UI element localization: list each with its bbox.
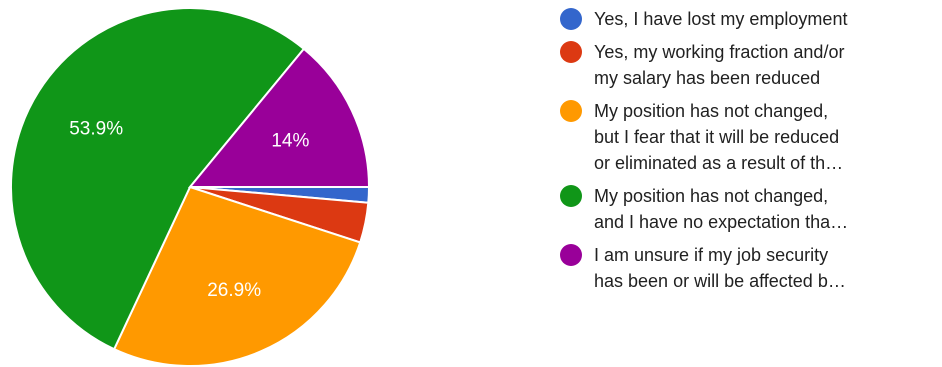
legend-label: Yes, I have lost my employment xyxy=(594,6,847,32)
legend-item[interactable]: My position has not changed, but I fear t… xyxy=(560,98,940,176)
pie-slice xyxy=(187,47,371,188)
legend-label-line: has been or will be affected b… xyxy=(594,271,846,291)
legend-swatch xyxy=(560,41,582,63)
legend-label: My position has not changed, but I fear t… xyxy=(594,98,843,176)
legend-item[interactable]: Yes, my working fraction and/or my salary… xyxy=(560,39,940,91)
slice-percent-label: 26.9% xyxy=(207,280,261,301)
legend-item[interactable]: Yes, I have lost my employment xyxy=(560,6,940,32)
legend-label-line: or eliminated as a result of th… xyxy=(594,153,844,173)
legend-item[interactable]: My position has not changed, and I have n… xyxy=(560,183,940,235)
legend-label-line: My position has not changed, xyxy=(594,101,829,121)
legend-swatch xyxy=(560,100,582,122)
pie-slice xyxy=(112,185,362,367)
legend-label-line: my salary has been reduced xyxy=(594,68,821,88)
legend-label-line: Yes, I have lost my employment xyxy=(594,9,848,29)
legend-label-line: Yes, my working fraction and/or xyxy=(594,42,845,62)
legend-label-line: My position has not changed, xyxy=(594,186,829,206)
legend-swatch xyxy=(560,244,582,266)
legend-label-line: I am unsure if my job security xyxy=(594,245,829,265)
legend-swatch xyxy=(560,8,582,30)
slice-percent-label: 53.9% xyxy=(69,119,123,140)
slice-percent-label: 14% xyxy=(271,131,309,152)
pie-slice xyxy=(10,7,306,351)
chart-legend: Yes, I have lost my employment Yes, my wo… xyxy=(560,6,940,301)
legend-label: My position has not changed, and I have n… xyxy=(594,183,848,235)
legend-swatch xyxy=(560,185,582,207)
legend-label: Yes, my working fraction and/or my salary… xyxy=(594,39,844,91)
legend-item[interactable]: I am unsure if my job security has been o… xyxy=(560,242,940,294)
pie-chart: 26.9% 53.9% 14% xyxy=(10,7,371,367)
legend-label: I am unsure if my job security has been o… xyxy=(594,242,846,294)
legend-label-line: but I fear that it will be reduced xyxy=(594,127,840,147)
legend-label-line: and I have no expectation tha… xyxy=(594,212,849,232)
